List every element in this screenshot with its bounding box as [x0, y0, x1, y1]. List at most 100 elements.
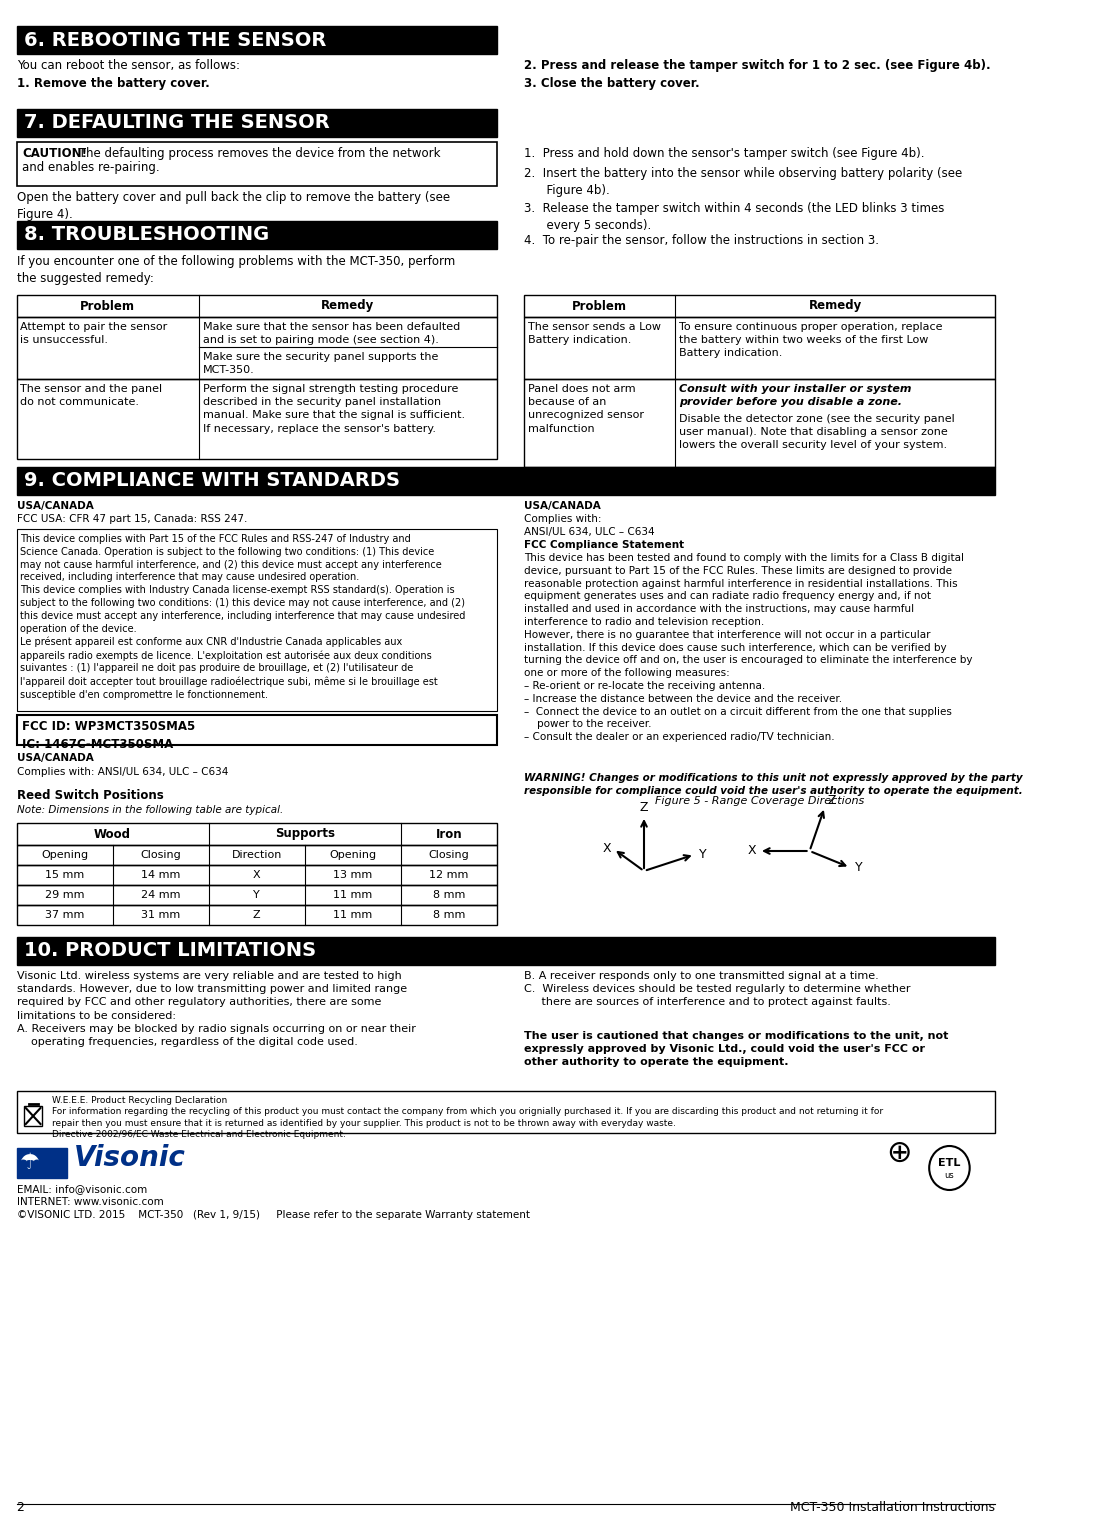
- Bar: [16, 109, 497, 137]
- Text: The user is cautioned that changes or modifications to the unit, not
expressly a: The user is cautioned that changes or mo…: [525, 1031, 949, 1068]
- Text: Z: Z: [253, 909, 261, 920]
- Text: us: us: [945, 1170, 955, 1180]
- Text: X: X: [748, 845, 757, 857]
- Bar: [16, 865, 497, 885]
- Text: This device complies with Part 15 of the FCC Rules and RSS-247 of Industry and
S: This device complies with Part 15 of the…: [20, 535, 465, 699]
- Bar: [16, 528, 497, 711]
- Bar: [16, 221, 497, 249]
- Text: W.E.E.E. Product Recycling Declaration
For information regarding the recycling o: W.E.E.E. Product Recycling Declaration F…: [52, 1097, 882, 1140]
- Text: MCT-350 Installation Instructions: MCT-350 Installation Instructions: [791, 1501, 996, 1514]
- Text: To ensure continuous proper operation, replace
the battery within two weeks of t: To ensure continuous proper operation, r…: [679, 323, 943, 358]
- Text: Y: Y: [253, 889, 260, 900]
- Text: Y: Y: [855, 862, 862, 874]
- Text: Complies with:: Complies with:: [525, 515, 602, 524]
- Bar: [16, 905, 497, 925]
- Text: 29 mm: 29 mm: [45, 889, 85, 900]
- Text: 13 mm: 13 mm: [333, 869, 373, 880]
- Text: 7. DEFAULTING THE SENSOR: 7. DEFAULTING THE SENSOR: [24, 114, 330, 132]
- Text: If you encounter one of the following problems with the MCT-350, perform
the sug: If you encounter one of the following pr…: [16, 255, 454, 286]
- Bar: [24, 1106, 42, 1126]
- Text: and enables re-pairing.: and enables re-pairing.: [22, 161, 159, 174]
- Bar: [525, 379, 996, 467]
- Text: Closing: Closing: [141, 849, 182, 860]
- Text: Consult with your installer or system
provider before you disable a zone.: Consult with your installer or system pr…: [679, 384, 911, 407]
- Bar: [16, 316, 497, 379]
- Text: ANSI/UL 634, ULC – C634: ANSI/UL 634, ULC – C634: [525, 527, 654, 538]
- Text: USA/CANADA: USA/CANADA: [525, 501, 601, 511]
- Text: 9. COMPLIANCE WITH STANDARDS: 9. COMPLIANCE WITH STANDARDS: [24, 472, 400, 490]
- Text: Remedy: Remedy: [808, 300, 862, 312]
- Text: 6. REBOOTING THE SENSOR: 6. REBOOTING THE SENSOR: [24, 31, 327, 49]
- Text: ©VISONIC LTD. 2015    MCT-350   (Rev 1, 9/15)     Please refer to the separate W: ©VISONIC LTD. 2015 MCT-350 (Rev 1, 9/15)…: [16, 1210, 529, 1220]
- Text: Z: Z: [640, 800, 648, 814]
- Bar: [16, 379, 497, 459]
- Text: 3. Close the battery cover.: 3. Close the battery cover.: [525, 77, 700, 91]
- Text: 11 mm: 11 mm: [333, 909, 373, 920]
- Text: 1. Remove the battery cover.: 1. Remove the battery cover.: [16, 77, 209, 91]
- Text: Closing: Closing: [428, 849, 470, 860]
- Text: 8 mm: 8 mm: [432, 909, 465, 920]
- Text: 8 mm: 8 mm: [432, 889, 465, 900]
- Bar: [16, 937, 996, 965]
- Text: Opening: Opening: [329, 849, 376, 860]
- Bar: [16, 885, 497, 905]
- Text: Visonic Ltd. wireless systems are very reliable and are tested to high
standards: Visonic Ltd. wireless systems are very r…: [16, 971, 416, 1048]
- Text: USA/CANADA: USA/CANADA: [16, 501, 94, 511]
- Text: ETL: ETL: [938, 1158, 960, 1167]
- Text: FCC ID: WP3MCT350SMA5
IC: 1467C-MCT350SMA: FCC ID: WP3MCT350SMA5 IC: 1467C-MCT350SM…: [22, 720, 196, 751]
- Text: WARNING! Changes or modifications to this unit not expressly approved by the par: WARNING! Changes or modifications to thi…: [525, 773, 1023, 796]
- Text: FCC Compliance Statement: FCC Compliance Statement: [525, 541, 684, 550]
- Text: 14 mm: 14 mm: [141, 869, 180, 880]
- Text: Note: Dimensions in the following table are typical.: Note: Dimensions in the following table …: [16, 805, 283, 816]
- Text: Z: Z: [827, 794, 836, 806]
- Text: Iron: Iron: [436, 828, 462, 840]
- Text: 12 mm: 12 mm: [429, 869, 469, 880]
- Text: Wood: Wood: [95, 828, 131, 840]
- Bar: [16, 714, 497, 745]
- Text: Panel does not arm
because of an
unrecognized sensor
malfunction: Panel does not arm because of an unrecog…: [528, 384, 645, 433]
- Text: Complies with: ANSI/UL 634, ULC – C634: Complies with: ANSI/UL 634, ULC – C634: [16, 766, 228, 777]
- Text: Problem: Problem: [80, 300, 135, 312]
- Bar: [16, 295, 497, 316]
- Text: Direction: Direction: [231, 849, 282, 860]
- Text: CAUTION!: CAUTION!: [22, 147, 87, 160]
- Text: The sensor and the panel
do not communicate.: The sensor and the panel do not communic…: [20, 384, 163, 407]
- Text: Make sure that the sensor has been defaulted
and is set to pairing mode (see sec: Make sure that the sensor has been defau…: [202, 323, 460, 346]
- Text: Perform the signal strength testing procedure
described in the security panel in: Perform the signal strength testing proc…: [202, 384, 465, 433]
- Text: 8. TROUBLESHOOTING: 8. TROUBLESHOOTING: [24, 226, 270, 244]
- Bar: [16, 845, 497, 865]
- Text: EMAIL: info@visonic.com: EMAIL: info@visonic.com: [16, 1184, 146, 1193]
- Text: 10. PRODUCT LIMITATIONS: 10. PRODUCT LIMITATIONS: [24, 942, 316, 960]
- Bar: [16, 141, 497, 186]
- Bar: [525, 295, 996, 316]
- Bar: [525, 316, 996, 379]
- Text: Open the battery cover and pull back the clip to remove the battery (see
Figure : Open the battery cover and pull back the…: [16, 190, 450, 221]
- Bar: [16, 1147, 67, 1178]
- Text: 2.  Insert the battery into the sensor while observing battery polarity (see
   : 2. Insert the battery into the sensor wh…: [525, 167, 962, 197]
- Text: Remedy: Remedy: [321, 300, 375, 312]
- Text: Problem: Problem: [572, 300, 627, 312]
- Text: 2. Press and release the tamper switch for 1 to 2 sec. (see Figure 4b).: 2. Press and release the tamper switch f…: [525, 58, 991, 72]
- Bar: [16, 823, 497, 845]
- Bar: [16, 467, 996, 495]
- Text: X: X: [603, 843, 612, 856]
- Text: X: X: [253, 869, 261, 880]
- Bar: [16, 1091, 996, 1134]
- Text: ⊕: ⊕: [887, 1138, 912, 1167]
- Text: The defaulting process removes the device from the network: The defaulting process removes the devic…: [76, 147, 441, 160]
- Text: 37 mm: 37 mm: [45, 909, 85, 920]
- Text: ☂: ☂: [20, 1154, 41, 1174]
- Text: Supports: Supports: [275, 828, 334, 840]
- Text: Figure 5 - Range Coverage Directions: Figure 5 - Range Coverage Directions: [656, 796, 865, 806]
- Text: 15 mm: 15 mm: [45, 869, 85, 880]
- Text: You can reboot the sensor, as follows:: You can reboot the sensor, as follows:: [16, 58, 240, 72]
- Text: Opening: Opening: [41, 849, 88, 860]
- Text: 2: 2: [16, 1501, 24, 1514]
- Text: This device has been tested and found to comply with the limits for a Class B di: This device has been tested and found to…: [525, 553, 972, 742]
- Text: Attempt to pair the sensor
is unsuccessful.: Attempt to pair the sensor is unsuccessf…: [20, 323, 167, 346]
- Text: USA/CANADA: USA/CANADA: [16, 753, 94, 763]
- Text: Y: Y: [700, 848, 707, 862]
- Text: INTERNET: www.visonic.com: INTERNET: www.visonic.com: [16, 1197, 163, 1207]
- Text: B. A receiver responds only to one transmitted signal at a time.
C.  Wireless de: B. A receiver responds only to one trans…: [525, 971, 911, 1008]
- Text: Make sure the security panel supports the
MCT-350.: Make sure the security panel supports th…: [202, 352, 438, 375]
